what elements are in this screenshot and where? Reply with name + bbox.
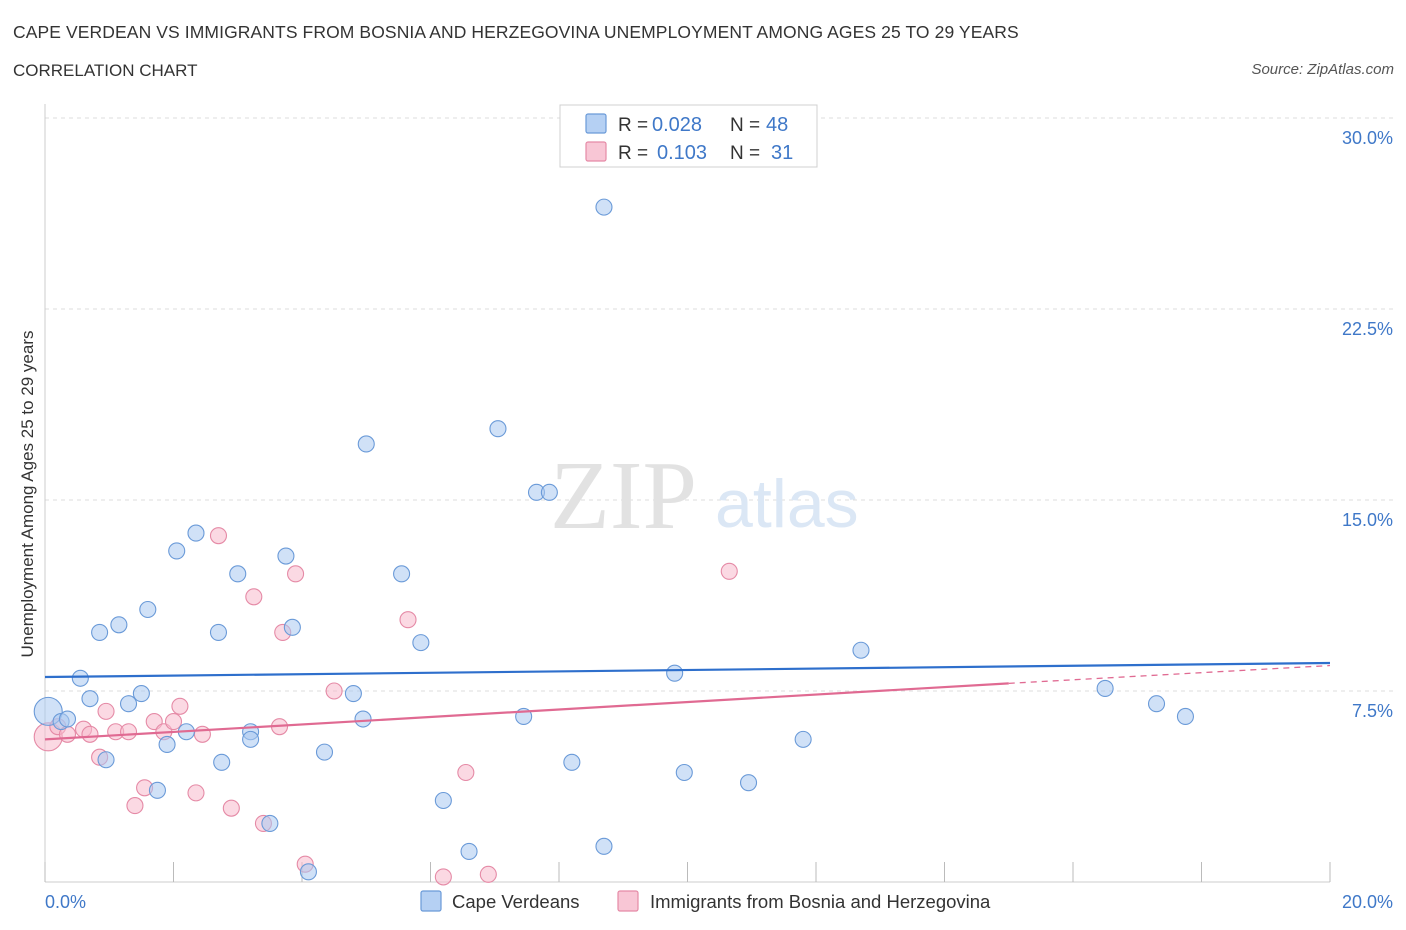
cape-verdeans-point	[354, 710, 372, 728]
cape-verdeans-point	[675, 763, 693, 782]
cape-verdeans-point	[315, 743, 334, 761]
series-cape-verdeans-points	[33, 198, 1194, 881]
cape-verdeans-point	[393, 565, 411, 583]
bosnia-point	[209, 527, 228, 545]
watermark-zip: ZIP	[550, 442, 697, 550]
bosnia-point	[434, 868, 452, 886]
cape-verdeans-point	[739, 774, 758, 792]
cape-verdeans-point	[139, 600, 157, 619]
x-tick-label-min: 0.0%	[45, 892, 86, 912]
cape-verdeans-point	[344, 684, 362, 703]
cape-verdeans-point	[357, 435, 375, 453]
chart-source: Source: ZipAtlas.com	[1251, 61, 1394, 78]
bosnia-point	[720, 562, 738, 580]
bosnia-point	[187, 784, 205, 802]
trend-line-bosnia	[44, 682, 1009, 741]
bosnia-point	[325, 682, 343, 700]
cape-verdeans-point	[209, 623, 228, 641]
cape-verdeans-point	[91, 623, 109, 641]
cape-verdeans-point	[58, 710, 77, 728]
bosnia-point	[479, 865, 497, 883]
series-legend-label-cape-verdeans: Cape Verdeans	[452, 891, 580, 912]
legend-n-value-2: 31	[771, 142, 793, 164]
x-tick-label-max: 20.0%	[1342, 892, 1393, 912]
y-tick-label: 7.5%	[1352, 701, 1393, 721]
cape-verdeans-point	[1176, 707, 1194, 726]
cape-verdeans-point	[563, 753, 581, 771]
legend-n-value-1: 48	[766, 114, 788, 136]
chart-subtitle: CORRELATION CHART	[13, 61, 198, 80]
bosnia-point	[119, 723, 138, 741]
cape-verdeans-point	[1096, 679, 1114, 698]
y-tick-label: 15.0%	[1342, 510, 1393, 530]
legend-swatch-cape-verdeans	[585, 113, 607, 134]
cape-verdeans-point	[97, 751, 115, 769]
bosnia-point	[222, 799, 240, 817]
cape-verdeans-point	[158, 735, 176, 754]
cape-verdeans-point	[229, 565, 247, 583]
watermark-atlas: atlas	[715, 466, 859, 542]
cape-verdeans-point	[595, 837, 613, 855]
bosnia-point	[399, 611, 417, 629]
series-legend-swatch-bosnia	[617, 890, 639, 912]
trend-lines	[44, 661, 1331, 741]
cape-verdeans-point	[187, 524, 205, 542]
cape-verdeans-point	[71, 669, 89, 687]
trend-line-bosnia-extension	[1008, 664, 1331, 685]
legend-swatch-bosnia	[585, 141, 607, 162]
cape-verdeans-point	[460, 842, 478, 860]
bosnia-point	[193, 725, 211, 743]
bosnia-point	[126, 797, 144, 815]
bosnia-point	[164, 713, 183, 731]
legend-r-label-1: R =	[618, 115, 648, 136]
series-legend-label-bosnia: Immigrants from Bosnia and Herzegovina	[650, 891, 991, 912]
cape-verdeans-point	[299, 863, 317, 881]
watermark: ZIP atlas	[550, 442, 859, 550]
y-tick-labels: 7.5% 15.0% 22.5% 30.0%	[1342, 128, 1393, 721]
cape-verdeans-point	[119, 695, 138, 713]
cape-verdeans-point	[852, 641, 870, 659]
legend-r-value-2: 0.103	[657, 142, 707, 164]
y-tick-label: 22.5%	[1342, 319, 1393, 339]
bosnia-point	[287, 565, 305, 583]
y-axis-title: Unemployment Among Ages 25 to 29 years	[18, 331, 37, 658]
cape-verdeans-point	[666, 664, 684, 682]
series-legend-swatch-cape-verdeans	[420, 890, 442, 912]
bosnia-point	[171, 697, 189, 715]
cape-verdeans-point	[148, 781, 166, 799]
cape-verdeans-point	[540, 483, 558, 501]
cape-verdeans-point	[110, 616, 128, 634]
cape-verdeans-point	[132, 684, 150, 703]
bosnia-point	[97, 702, 115, 720]
legend-n-label-1: N =	[730, 115, 760, 136]
cape-verdeans-point	[595, 198, 613, 216]
cape-verdeans-point	[283, 618, 301, 636]
legend-n-label-2: N =	[730, 143, 760, 164]
cape-verdeans-point	[81, 690, 99, 708]
series-legend: Cape Verdeans Immigrants from Bosnia and…	[420, 890, 991, 912]
bosnia-point	[245, 588, 263, 606]
y-tick-label: 30.0%	[1342, 128, 1393, 148]
cape-verdeans-point	[412, 634, 430, 652]
cape-verdeans-point	[434, 791, 452, 810]
cape-verdeans-point	[1147, 695, 1166, 713]
cape-verdeans-point	[794, 730, 812, 748]
cape-verdeans-point	[168, 542, 186, 560]
cape-verdeans-point	[261, 814, 279, 832]
legend-r-label-2: R =	[618, 143, 648, 164]
trend-line-cape-verdeans	[44, 661, 1331, 679]
chart-title: CAPE VERDEAN VS IMMIGRANTS FROM BOSNIA A…	[13, 22, 1019, 42]
axes	[44, 104, 1331, 883]
legend-r-value-1: 0.028	[652, 114, 702, 136]
stats-legend: R = 0.028 N = 48 R = 0.103 N = 31	[559, 104, 818, 168]
cape-verdeans-point	[489, 420, 507, 438]
cape-verdeans-point	[242, 730, 260, 748]
bosnia-point	[457, 763, 475, 782]
bosnia-point	[81, 725, 99, 743]
cape-verdeans-point	[213, 753, 231, 771]
cape-verdeans-point	[277, 547, 295, 565]
gridlines	[45, 117, 1395, 692]
